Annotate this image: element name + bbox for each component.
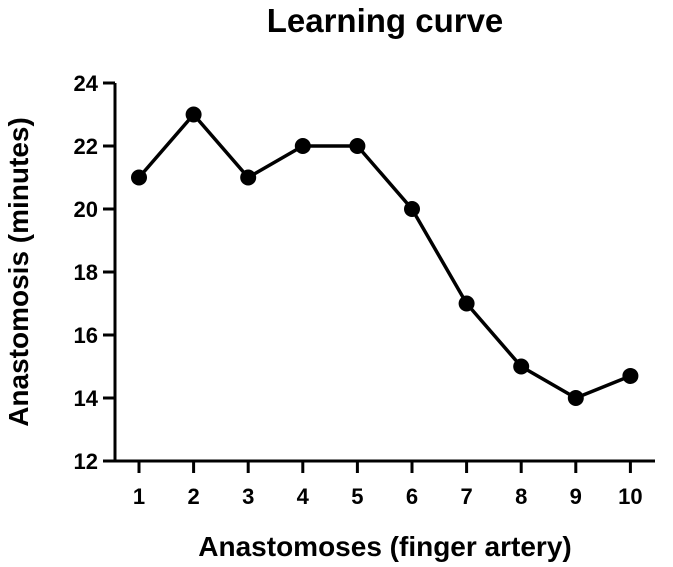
data-point [404,201,420,217]
data-point [567,390,584,406]
y-tick-label: 20 [74,197,98,222]
data-point [131,169,147,186]
x-tick-label: 8 [515,484,527,509]
y-tick-label: 24 [74,71,99,96]
data-point [622,367,639,384]
data-point [240,169,257,186]
y-ticks: 12 14 16 18 20 22 24 [74,71,115,474]
x-tick-label: 5 [351,484,363,509]
x-tick-label: 6 [406,484,418,509]
x-tick-label: 1 [133,484,145,509]
y-tick-label: 18 [74,260,98,285]
x-tick-label: 10 [618,484,642,509]
data-point [185,106,202,123]
series-group [131,106,639,406]
x-tick-label: 7 [460,484,472,509]
chart-title: Learning curve [267,2,504,39]
data-point [349,138,366,154]
x-ticks: 1 2 3 4 5 6 7 8 9 10 [133,461,643,509]
y-tick-label: 22 [74,134,98,159]
data-point [294,138,311,154]
x-axis-label: Anastomoses (finger artery) [198,531,571,562]
series-line [137,112,632,400]
data-point [458,295,475,312]
x-tick-label: 4 [297,484,310,509]
x-tick-label: 3 [242,484,254,509]
y-axis-label: Anastomosis (minutes) [3,117,34,427]
y-tick-label: 12 [74,449,98,474]
x-tick-label: 2 [187,484,199,509]
y-tick-label: 16 [74,323,98,348]
y-tick-label: 14 [74,386,99,411]
x-tick-label: 9 [570,484,582,509]
data-point [513,358,530,375]
